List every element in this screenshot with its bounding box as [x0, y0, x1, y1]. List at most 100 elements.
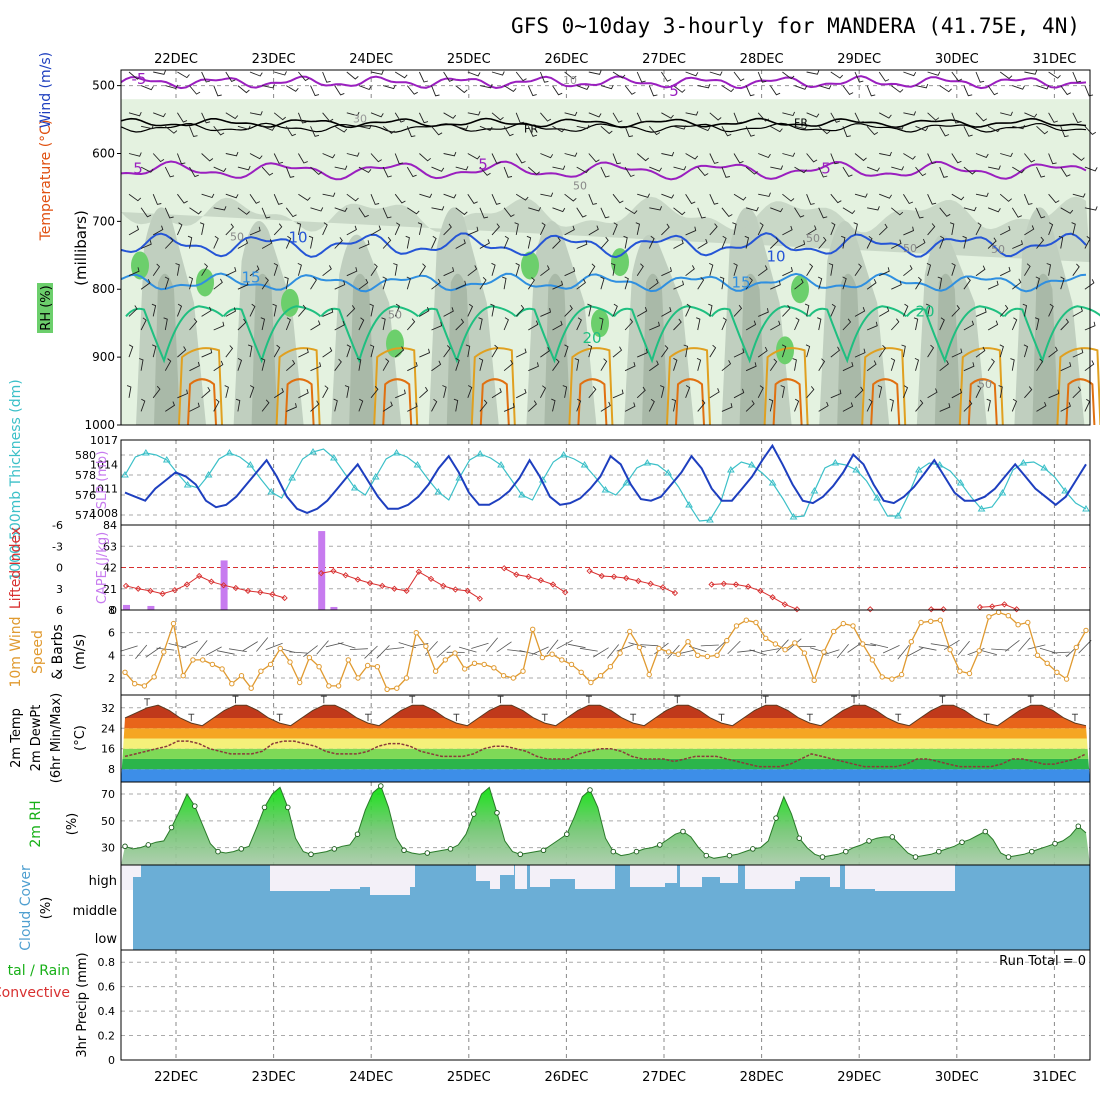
contour-label: 50 — [806, 232, 820, 245]
wind-barb — [359, 86, 371, 90]
rh-point — [541, 848, 546, 853]
contour-label: FR — [794, 117, 808, 130]
cloud-level-middle: middle — [73, 904, 117, 919]
wind-tick: 6 — [108, 627, 115, 640]
surface-wind-barb — [568, 644, 586, 648]
surface-wind-barb — [761, 649, 779, 652]
wind-barb — [286, 86, 298, 92]
rh-point — [309, 852, 314, 857]
wind-barb — [1073, 72, 1081, 82]
contour-label: 50 — [978, 378, 992, 391]
wind-speed-point — [230, 682, 234, 686]
wind-barb — [819, 85, 831, 89]
series-line-thickness — [125, 449, 1086, 521]
surface-wind-barb — [317, 641, 329, 655]
day-label-bottom: 25DEC — [447, 1070, 491, 1085]
wind-barb — [226, 72, 236, 81]
wind-speed-point — [453, 651, 457, 655]
wind-barb — [528, 86, 536, 96]
wind-tick: 4 — [108, 649, 115, 662]
li-tick: -6 — [52, 519, 63, 532]
rh-point — [146, 843, 151, 848]
wind-speed-point — [686, 640, 690, 644]
temp-tick: 16 — [101, 743, 115, 756]
temp-tick: 32 — [101, 702, 115, 715]
wind-speed-point — [1045, 661, 1049, 665]
day-label-bottom: 23DEC — [252, 1070, 296, 1085]
wind-speed-point — [628, 629, 632, 633]
cloud-high-gap — [121, 865, 133, 890]
rh-point — [123, 844, 128, 849]
surface-wind-barb — [580, 648, 598, 651]
chart-title: GFS 0~10day 3-hourly for MANDERA (41.75E… — [511, 14, 1080, 38]
cloud-high-gap — [830, 865, 840, 887]
wind-barb — [323, 72, 331, 82]
contour-label: 5 — [478, 155, 488, 173]
wind-speed-point — [841, 621, 845, 625]
wind-speed-point — [831, 629, 835, 633]
wind-speed-point — [1035, 653, 1039, 657]
pressure-tick: 800 — [92, 282, 115, 296]
contour-label: 10 — [766, 248, 785, 266]
rh-point — [797, 836, 802, 841]
wind-barb — [625, 86, 635, 95]
rh-point — [565, 832, 570, 837]
wind-speed-point — [715, 653, 719, 657]
wind-barb — [335, 86, 345, 95]
contour-label: 15 — [731, 273, 750, 291]
wind-barb — [456, 86, 468, 93]
day-label-bottom: 29DEC — [837, 1070, 881, 1085]
cloud-high-gap — [476, 865, 490, 881]
contour-label: 50 — [903, 242, 917, 255]
wind-speed-point — [764, 636, 768, 640]
rh-point — [890, 835, 895, 840]
wind-speed-point — [812, 678, 816, 682]
wind-speed-point — [123, 670, 127, 674]
wind-speed-line — [125, 612, 1086, 689]
cape-bar — [123, 605, 130, 610]
wind-speed-point — [404, 676, 408, 680]
wind-barb — [686, 72, 698, 76]
slp-tick: 1017 — [90, 434, 118, 447]
wind-speed-point — [919, 620, 923, 624]
surface-wind-barb — [931, 644, 949, 647]
rh-point — [425, 851, 430, 856]
wind-axis-label-unit: (m/s) — [72, 634, 88, 671]
contour-label: 50 — [991, 243, 1005, 256]
temp-minmax-bar — [939, 696, 945, 703]
wind-barb — [190, 86, 201, 95]
wind-tick: 2 — [108, 672, 115, 685]
precip-tick: 0.6 — [98, 981, 116, 994]
wind-speed-point — [346, 658, 350, 662]
rh-tick: 70 — [101, 788, 115, 801]
wind-speed-point — [220, 667, 224, 671]
temp-minmax-bar — [232, 696, 238, 703]
surface-wind-barb — [365, 646, 378, 658]
millibars-label: (millibars) — [72, 210, 90, 286]
temp-minmax-bar — [630, 714, 636, 721]
wind-barb — [710, 72, 722, 76]
wind-speed-point — [1084, 628, 1088, 632]
day-label-top: 31DEC — [1032, 52, 1076, 67]
cape-tick: 84 — [103, 519, 117, 532]
li-axis-label: Lifted Index — [8, 527, 24, 609]
rh-point — [1006, 855, 1011, 860]
slp-axis-label: SLP (mb) — [95, 451, 110, 510]
cloud-high-gap — [700, 865, 720, 877]
rh-point — [286, 805, 291, 810]
cloud-high-gap — [630, 865, 665, 887]
wind-speed-point — [822, 650, 826, 654]
wind-speed-point — [201, 658, 205, 662]
surface-wind-barb — [701, 645, 719, 646]
surface-wind-barb — [217, 651, 235, 655]
surface-wind-barb — [377, 645, 390, 658]
cloud-high-gap — [800, 865, 830, 877]
rh-point — [332, 847, 337, 852]
rh-point — [1076, 824, 1081, 829]
temp-minmax-bar — [1028, 696, 1034, 703]
wind-speed-point — [366, 663, 370, 667]
wind-barb — [928, 72, 940, 76]
wind-barb — [637, 72, 645, 82]
contour-label: 10 — [563, 74, 577, 87]
